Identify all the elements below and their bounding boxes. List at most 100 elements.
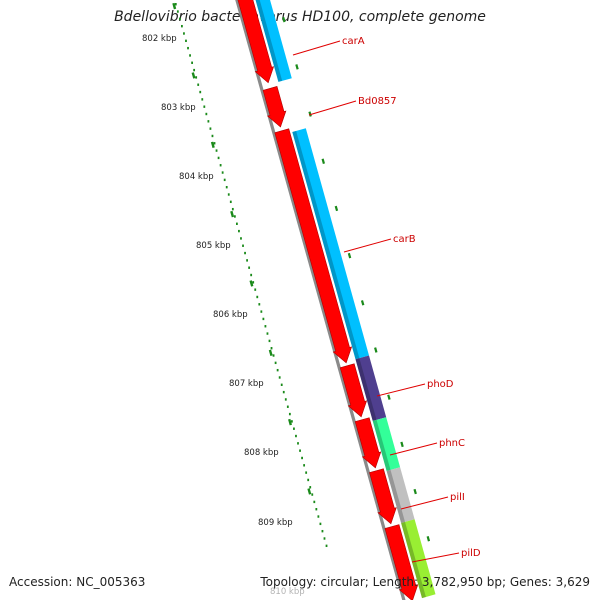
minor-tick [284, 398, 287, 401]
minor-tick [191, 61, 193, 64]
label-leader-line [411, 552, 460, 563]
minor-tick [297, 442, 299, 445]
forward-gene-arrow [274, 128, 353, 364]
strand-tick [347, 252, 352, 259]
minor-tick [187, 46, 189, 50]
scale-label: 804 kbp [179, 172, 214, 182]
minor-tick [252, 281, 255, 284]
forward-gene-arrow [369, 468, 397, 525]
major-tick [307, 488, 312, 495]
minor-tick [221, 171, 224, 174]
minor-tick [260, 310, 263, 313]
minor-tick [229, 200, 232, 204]
label-leader-line [389, 442, 438, 456]
minor-tick [181, 24, 183, 28]
scale-label: 808 kbp [244, 448, 279, 458]
band-shadow [372, 419, 391, 471]
scale-label: 802 kbp [142, 34, 177, 44]
minor-tick [311, 493, 314, 496]
map-title: Bdellovibrio bacteriovorus HD100, comple… [114, 9, 486, 25]
band-shadow [292, 130, 360, 360]
gene-label-phnC: phnC [439, 438, 465, 449]
accession-text: Accession: NC_005363 [9, 575, 146, 589]
forward-gene-arrow [262, 86, 287, 128]
strand-tick [308, 111, 312, 117]
phoD-band [355, 355, 387, 421]
reverse-strand-genes [255, 0, 436, 599]
strand-tick [400, 441, 404, 448]
minor-tick [262, 317, 265, 321]
minor-tick [197, 83, 200, 86]
minor-tick [286, 405, 289, 408]
minor-tick [282, 390, 285, 394]
minor-tick [272, 354, 275, 357]
strand-tick [413, 488, 417, 495]
minor-tick [233, 215, 236, 218]
minor-tick [254, 288, 257, 291]
minor-tick [242, 244, 244, 247]
major-tick [210, 141, 215, 148]
minor-tick [317, 515, 320, 518]
major-tick [268, 349, 273, 356]
minor-tick [178, 17, 181, 21]
strand-tick [360, 300, 365, 306]
minor-tick [193, 68, 196, 72]
strand-tick [282, 16, 286, 23]
strand-tick [334, 205, 339, 212]
minor-tick [258, 303, 261, 306]
gene-label-phoD: phoD [427, 379, 454, 390]
minor-tick [290, 420, 293, 423]
label-leader-line [376, 383, 426, 397]
scale-label: 803 kbp [161, 103, 196, 113]
minor-tick [325, 544, 328, 548]
minor-tick [225, 185, 228, 189]
minor-tick [309, 486, 312, 489]
scale-label: 810 kbp [270, 587, 305, 597]
minor-tick [313, 500, 316, 504]
forward-gene-arrow [384, 524, 419, 600]
minor-tick [189, 54, 191, 57]
topology-text: Topology: circular; Length: 3,782,950 bp… [260, 575, 590, 589]
band-shadow [255, 0, 283, 82]
minor-tick [270, 347, 273, 350]
label-leader-line [292, 40, 341, 56]
scale-label: 805 kbp [196, 241, 231, 251]
scale-label: 806 kbp [213, 310, 248, 320]
minor-tick [250, 273, 253, 277]
major-tick [230, 210, 235, 218]
phnC-band [372, 417, 401, 471]
minor-tick [246, 259, 248, 262]
minor-tick [183, 32, 185, 35]
minor-tick [176, 10, 179, 13]
gene-labels: carA Bd0857 carB phoD phnC pilI pilD [292, 36, 481, 563]
strand-tick [295, 64, 299, 70]
pilI-band [386, 467, 415, 523]
band-shadow [355, 358, 377, 421]
scale-label: 809 kbp [258, 518, 293, 528]
scale-label: 807 kbp [229, 379, 264, 389]
minor-tick [248, 266, 251, 269]
gene-label-pilD: pilD [461, 548, 481, 559]
minor-tick [303, 464, 306, 467]
major-tick [288, 418, 292, 426]
minor-tick [231, 207, 234, 211]
pilD-band [401, 519, 436, 599]
minor-tick [195, 76, 198, 79]
minor-tick [185, 39, 187, 43]
minor-tick [305, 471, 308, 474]
minor-tick [280, 383, 283, 386]
minor-tick [244, 251, 246, 255]
strand-tick [387, 394, 391, 400]
minor-tick [256, 295, 259, 299]
label-leader-line [308, 100, 357, 116]
minor-tick [323, 537, 326, 540]
minor-tick [201, 98, 204, 101]
label-leader-line [400, 496, 449, 510]
minor-tick [268, 339, 271, 343]
minor-tick [307, 478, 310, 482]
minor-tick [315, 508, 318, 511]
band-shadow [386, 469, 405, 523]
minor-tick [240, 237, 242, 240]
forward-strand-genes [237, 0, 419, 600]
